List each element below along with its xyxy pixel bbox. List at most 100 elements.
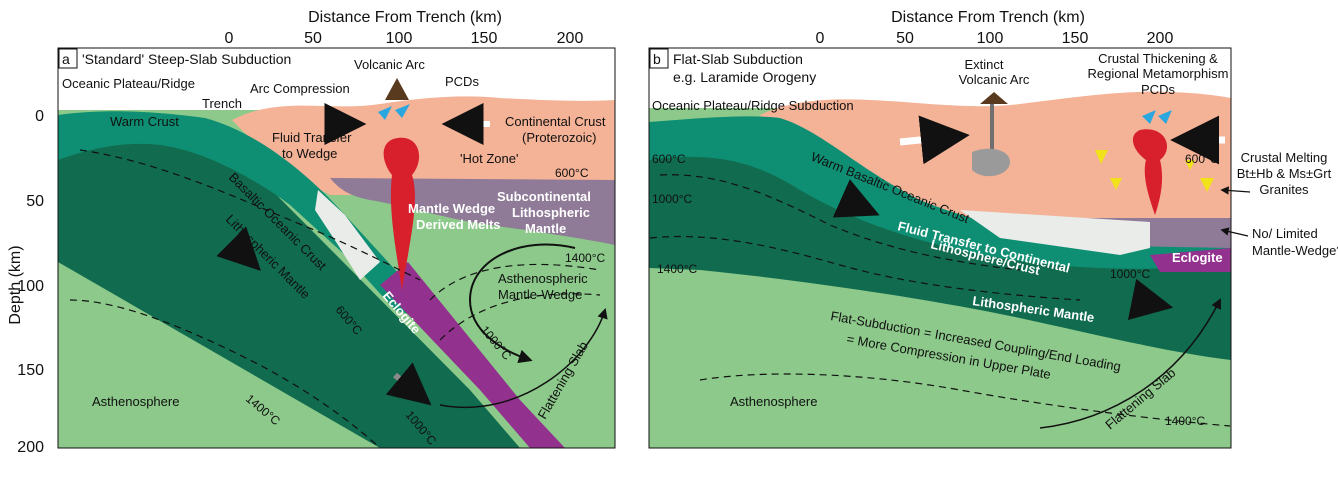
top-axis-title-a: Distance From Trench (km) bbox=[308, 9, 502, 26]
label-plateau-b: Oceanic Plateau/Ridge Subduction bbox=[652, 98, 854, 113]
label-astheno-wedge-a-1: Asthenospheric bbox=[498, 271, 588, 286]
label-thickening-b-2: Regional Metamorphism bbox=[1088, 66, 1229, 81]
depth-tick-200: 200 bbox=[17, 439, 44, 456]
slab-motion-arrow-b-1 bbox=[832, 179, 880, 218]
label-eclogite-b: Eclogite bbox=[1172, 250, 1223, 265]
label-trench-a: Trench bbox=[202, 96, 242, 111]
label-iso-1000-mid-b: 1000°C bbox=[1110, 267, 1150, 281]
slab-motion-arrow-a-2 bbox=[385, 362, 432, 406]
label-continental-crust-a-2: (Proterozoic) bbox=[522, 130, 596, 145]
label-mantle-wedge-melts-a-2: Derived Melts bbox=[416, 217, 501, 232]
panel-b-title-1: Flat-Slab Subduction bbox=[673, 51, 803, 67]
lithospheric-mantle-b bbox=[649, 151, 1231, 360]
label-warm-crust-a: Warm Crust bbox=[110, 114, 179, 129]
depth-axis-title: Depth (km) bbox=[7, 245, 24, 324]
depth-tick-100: 100 bbox=[17, 278, 44, 295]
panel-b bbox=[649, 48, 1231, 448]
panel-a-labels: a 'Standard' Steep-Slab Subduction Ocean… bbox=[58, 48, 606, 448]
panel-b-letter: b bbox=[653, 51, 661, 67]
flattening-arrow-a bbox=[439, 307, 608, 409]
panel-a bbox=[58, 48, 615, 448]
eclogite-a bbox=[380, 262, 565, 448]
isotherm-a-1 bbox=[79, 149, 421, 281]
top-tick-b-0: 0 bbox=[816, 30, 825, 47]
label-subcont-a-3: Mantle bbox=[525, 221, 566, 236]
label-volcanic-arc-a: Volcanic Arc bbox=[354, 57, 425, 72]
label-arc-compression-a: Arc Compression bbox=[250, 81, 350, 96]
compression-arrow-b-left bbox=[899, 115, 970, 165]
label-iso-600-cont-a: 600°C bbox=[555, 166, 589, 180]
top-tick-b-150: 150 bbox=[1062, 30, 1089, 47]
pcd-b bbox=[1142, 110, 1172, 124]
extinct-pluton-b bbox=[972, 148, 1010, 177]
note-no-wedge-1: No/ Limited bbox=[1252, 226, 1318, 241]
wedge-flow-arrow-a bbox=[468, 243, 576, 364]
top-axis-title-b: Distance From Trench (km) bbox=[891, 9, 1085, 26]
isotherm-a-2 bbox=[69, 299, 381, 448]
depth-tick-50: 50 bbox=[26, 193, 44, 210]
melt-column-a bbox=[383, 137, 420, 290]
label-thickening-b-1: Crustal Thickening & bbox=[1098, 51, 1218, 66]
eclogite-b bbox=[1150, 248, 1231, 272]
volcano-a bbox=[385, 78, 409, 100]
label-iso-600-left-b: 600°C bbox=[652, 152, 686, 166]
label-iso-600-right-b: 600°C bbox=[1185, 152, 1219, 166]
volcano-b bbox=[980, 92, 1008, 104]
slab-motion-arrow-a-1 bbox=[216, 226, 261, 271]
note-melting-2: Bt±Hb & Ms±Grt bbox=[1237, 166, 1332, 181]
label-fluid-transfer-a-1: Fluid Transfer bbox=[272, 130, 352, 145]
label-iso-1400-wedge-a: 1400°C bbox=[565, 251, 605, 265]
top-axis-left: Distance From Trench (km) 0 50 100 150 2… bbox=[225, 9, 584, 47]
melt-column-b bbox=[1132, 129, 1168, 215]
label-asthenosphere-b: Asthenosphere bbox=[730, 394, 817, 409]
fluid-zone-b bbox=[960, 210, 1150, 255]
label-iso-1400-left-b: 1400°C bbox=[657, 262, 697, 276]
top-tick-a-0: 0 bbox=[225, 30, 234, 47]
oceanic-crust-a bbox=[58, 111, 430, 321]
depth-axis: Depth (km) 0 50 100 150 200 bbox=[7, 108, 44, 456]
panel-a-frame bbox=[57, 47, 616, 449]
depth-tick-150: 150 bbox=[17, 362, 44, 379]
label-subcont-a-2: Lithospheric bbox=[512, 205, 590, 220]
label-hot-zone-a: 'Hot Zone' bbox=[460, 151, 518, 166]
top-tick-b-200: 200 bbox=[1147, 30, 1174, 47]
note-no-wedge-2: Mantle-Wedge? bbox=[1252, 243, 1338, 258]
top-tick-a-200: 200 bbox=[557, 30, 584, 47]
label-mantle-wedge-melts-a-1: Mantle Wedge bbox=[408, 201, 495, 216]
label-subcont-a-1: Subcontinental bbox=[497, 189, 591, 204]
label-iso-1000-left-b: 1000°C bbox=[652, 192, 692, 206]
note-melting-1: Crustal Melting bbox=[1241, 150, 1328, 165]
fluid-zone-a bbox=[315, 190, 380, 280]
top-tick-a-100: 100 bbox=[386, 30, 413, 47]
pcd-a bbox=[378, 104, 410, 120]
top-tick-b-50: 50 bbox=[896, 30, 914, 47]
oceanic-crust-b bbox=[649, 116, 1231, 269]
isotherm-b-2 bbox=[649, 235, 1081, 301]
label-pcds-a: PCDs bbox=[445, 74, 479, 89]
top-tick-a-150: 150 bbox=[471, 30, 498, 47]
label-iso-1400-right-b: 1400°C bbox=[1165, 414, 1205, 428]
top-tick-b-100: 100 bbox=[977, 30, 1004, 47]
label-pcds-b: PCDs bbox=[1141, 82, 1175, 97]
isotherm-b-3 bbox=[699, 373, 1231, 427]
top-axis-right: Distance From Trench (km) 0 50 100 150 2… bbox=[816, 9, 1174, 47]
label-extinct-b-1: Extinct bbox=[964, 57, 1003, 72]
label-continental-crust-a-1: Continental Crust bbox=[505, 114, 606, 129]
isotherm-a-3 bbox=[429, 263, 601, 301]
isotherm-a-4 bbox=[439, 293, 601, 341]
top-tick-a-50: 50 bbox=[304, 30, 322, 47]
panel-b-frame bbox=[648, 47, 1232, 449]
label-extinct-b-2: Volcanic Arc bbox=[959, 72, 1030, 87]
side-notes: Crustal Melting Bt±Hb & Ms±Grt Granites … bbox=[1220, 150, 1338, 258]
isotherm-b-1 bbox=[659, 174, 1021, 271]
flattening-arrow-b bbox=[1039, 298, 1221, 429]
depth-tick-0: 0 bbox=[35, 108, 44, 125]
panel-a-letter: a bbox=[62, 51, 70, 67]
label-astheno-wedge-a-2: Mantle-Wedge bbox=[498, 287, 582, 302]
label-fluid-transfer-a-2: to Wedge bbox=[282, 146, 337, 161]
slab-motion-arrow-b-2 bbox=[1127, 278, 1174, 321]
panel-b-title-2: e.g. Laramide Orogeny bbox=[673, 69, 816, 85]
label-plateau-a: Oceanic Plateau/Ridge bbox=[62, 76, 195, 91]
label-asthenosphere-a: Asthenosphere bbox=[92, 394, 179, 409]
